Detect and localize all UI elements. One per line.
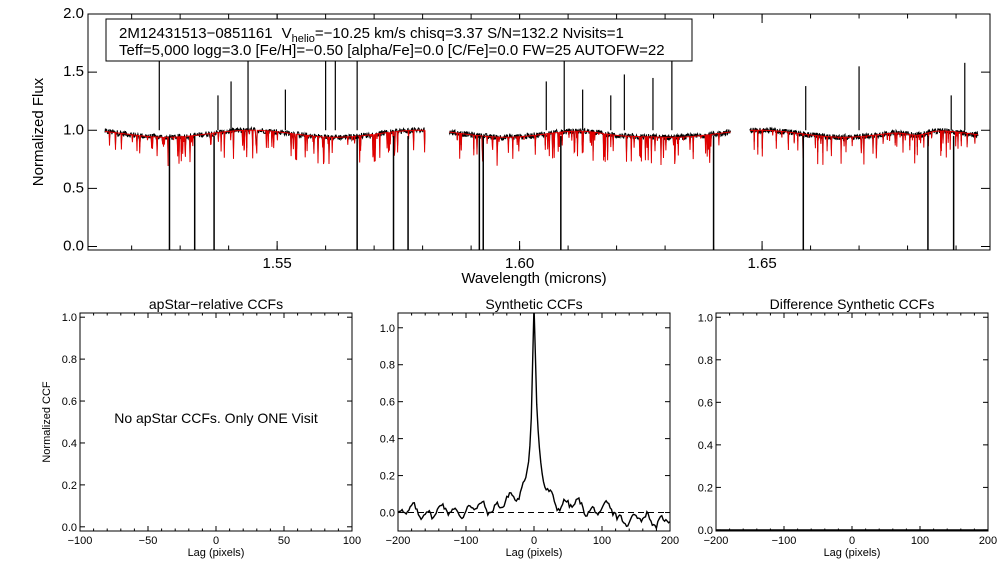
difference-ticks: −200 −100 0 100 200 0.0 0.2 0.4 0.6 0.8 1.0: [698, 312, 997, 547]
x-tick-label-1: 1.60: [505, 255, 534, 272]
x-tick-label-4: 100: [343, 535, 361, 547]
y-tick-label-4: 0.8: [380, 360, 395, 372]
y-tick-label-1: 0.2: [698, 482, 713, 494]
model-spectrum-chip-2: [750, 128, 978, 165]
x-tick-label-2: 0: [531, 535, 537, 547]
spectrum-annotation: 2M12431513−0851161 Vhelio=−10.25 km/s chi…: [105, 18, 693, 62]
x-tick-label-0: −200: [704, 535, 729, 547]
difference-ccf-panel: −200 −100 0 100 200 0.0 0.2 0.4 0.6 0.8 1.0 Differ…: [698, 296, 997, 559]
apstar-y-label: Normalized CCF: [41, 381, 53, 463]
x-tick-label-2: 1.65: [747, 255, 776, 272]
synthetic-frame: [397, 312, 671, 532]
annotation-box: [105, 18, 693, 62]
x-tick-label-4: 200: [661, 535, 679, 547]
x-tick-label-0: 1.55: [263, 255, 292, 272]
annotation-v-sub: helio: [292, 33, 315, 45]
apstar-x-label: Lag (pixels): [188, 547, 245, 559]
y-tick-label-0: 0.0: [698, 525, 713, 537]
y-tick-label-2: 0.4: [698, 440, 713, 452]
y-tick-label-3: 0.6: [380, 397, 395, 409]
difference-frame: [715, 312, 989, 532]
y-tick-label-3: 0.6: [698, 397, 713, 409]
spectrum-y-label: Normalized Flux: [30, 77, 47, 186]
apstar-no-data-message: No apStar CCFs. Only ONE Visit: [114, 410, 318, 426]
y-tick-label-2: 1.0: [63, 121, 84, 138]
x-tick-label-3: 100: [593, 535, 611, 547]
synthetic-ccf-panel: −200 −100 0 100 200 0.0 0.2 0.4 0.6 0.8 1.0 Synthe…: [380, 296, 679, 559]
x-tick-label-1: −100: [772, 535, 797, 547]
x-tick-label-2: 0: [213, 535, 219, 547]
y-tick-label-4: 2.0: [63, 5, 84, 22]
spectrum-x-label: Wavelength (microns): [461, 270, 606, 287]
spectrum-panel: 1.55 1.60 1.65 0.0 0.5 1.0 1.5 2.0 2M12431513−0…: [30, 5, 991, 287]
synthetic-ccf-lines: [398, 313, 670, 531]
synthetic-ticks: −200 −100 0 100 200 0.0 0.2 0.4 0.6 0.8 1.0: [380, 313, 679, 547]
synthetic-ccf-curve: [398, 313, 670, 531]
y-tick-label-3: 1.5: [63, 63, 84, 80]
annotation-star: 2M12431513−0851161: [119, 25, 273, 42]
apstar-ticks: −100 −50 0 50 100 0.0 0.2 0.4 0.6 0.8 1.0: [62, 312, 361, 547]
y-tick-label-0: 0.0: [63, 238, 84, 255]
x-tick-label-1: −50: [139, 535, 158, 547]
apstar-ccf-panel: −100 −50 0 50 100 0.0 0.2 0.4 0.6 0.8 1.0 apStar−r…: [41, 296, 361, 559]
annotation-v: V: [282, 25, 292, 42]
x-tick-label-3: 50: [278, 535, 290, 547]
y-tick-label-1: 0.2: [62, 480, 77, 492]
y-tick-label-1: 0.2: [380, 471, 395, 483]
y-tick-label-4: 0.8: [62, 354, 77, 366]
x-tick-label-2: 0: [849, 535, 855, 547]
y-tick-label-1: 0.5: [63, 179, 84, 196]
annotation-rest: =−10.25 km/s chisq=3.37 S/N=132.2 Nvisit…: [315, 25, 624, 42]
spectrum-frame: [87, 13, 991, 251]
model-spectrum-chip-0: [105, 129, 426, 167]
y-tick-label-5: 1.0: [62, 312, 77, 324]
annotation-line-2: Teff=5,000 logg=3.0 [Fe/H]=−0.50 [alpha/…: [119, 42, 665, 59]
y-tick-label-0: 0.0: [380, 508, 395, 520]
x-tick-label-1: −100: [454, 535, 479, 547]
x-tick-label-4: 200: [979, 535, 997, 547]
x-tick-label-3: 100: [911, 535, 929, 547]
apstar-title: apStar−relative CCFs: [149, 296, 283, 312]
synthetic-x-label: Lag (pixels): [506, 547, 563, 559]
spectrum-ticks: 1.55 1.60 1.65 0.0 0.5 1.0 1.5 2.0: [63, 5, 990, 272]
y-tick-label-2: 0.4: [380, 434, 395, 446]
annotation-line-1: 2M12431513−0851161 Vhelio=−10.25 km/s chi…: [119, 25, 624, 45]
synthetic-title: Synthetic CCFs: [485, 296, 582, 312]
y-tick-label-4: 0.8: [698, 355, 713, 367]
difference-title: Difference Synthetic CCFs: [770, 296, 935, 312]
y-tick-label-5: 1.0: [380, 323, 395, 335]
y-tick-label-0: 0.0: [62, 522, 77, 534]
y-tick-label-5: 1.0: [698, 312, 713, 324]
x-tick-label-0: −100: [68, 535, 93, 547]
x-tick-label-0: −200: [386, 535, 411, 547]
difference-x-label: Lag (pixels): [824, 547, 881, 559]
y-tick-label-2: 0.4: [62, 438, 77, 450]
model-spectrum-chip-1: [449, 130, 731, 166]
y-tick-label-3: 0.6: [62, 396, 77, 408]
